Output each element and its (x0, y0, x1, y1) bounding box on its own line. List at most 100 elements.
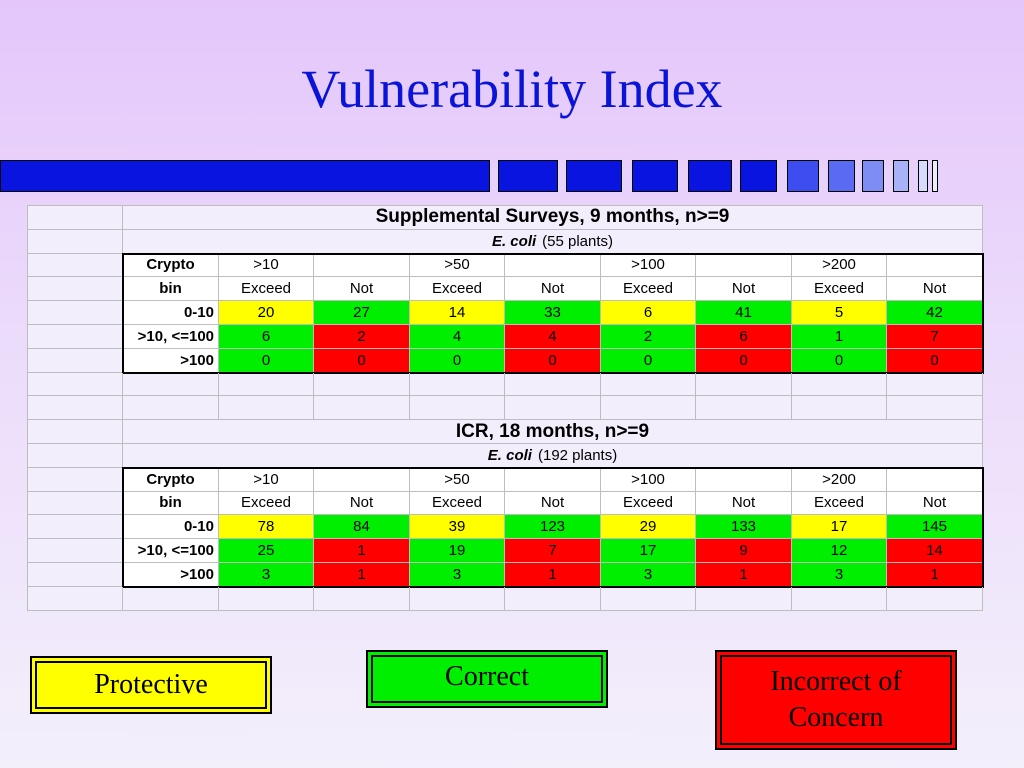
blank-cell (28, 206, 123, 230)
crypto-label: Crypto (123, 467, 219, 492)
table-title: ICR, 18 months, n>=9 (123, 420, 983, 444)
data-cell: 4 (505, 325, 601, 349)
blank-cell (887, 586, 983, 611)
exceed-label: Exceed (601, 277, 696, 302)
blank-cell (219, 396, 314, 421)
blank-cell (887, 253, 983, 278)
blank-cell (314, 467, 410, 492)
slide-title: Vulnerability Index (301, 59, 723, 119)
deco-block (688, 160, 732, 192)
blank-cell (792, 396, 887, 421)
exceed-label: Exceed (410, 277, 505, 302)
not-label: Not (696, 277, 792, 302)
blank-cell (28, 396, 123, 421)
data-cell: 29 (601, 515, 696, 540)
deco-block (787, 160, 819, 192)
data-cell: 6 (601, 301, 696, 325)
data-cell: 1 (314, 539, 410, 563)
deco-block (498, 160, 558, 192)
blank-cell (696, 253, 792, 278)
data-cell: 42 (887, 301, 983, 325)
blank-cell (792, 372, 887, 397)
organism-label: E. coli (487, 446, 532, 464)
data-cell: 25 (219, 539, 314, 563)
blank-cell (410, 372, 505, 397)
plants-count: (55 plants) (542, 232, 614, 250)
exceed-label: Exceed (219, 277, 314, 302)
blank-cell (28, 491, 123, 516)
data-cell: 17 (601, 539, 696, 563)
bin-range: >100 (123, 348, 219, 373)
data-cell: 78 (219, 515, 314, 540)
data-cell: 4 (410, 325, 505, 349)
blank-cell (28, 467, 123, 492)
data-cell: 0 (792, 348, 887, 373)
data-cell: 6 (696, 325, 792, 349)
blank-cell (601, 586, 696, 611)
bin-range: 0-10 (123, 515, 219, 540)
data-cell: 84 (314, 515, 410, 540)
data-cell: 14 (887, 539, 983, 563)
blank-cell (601, 396, 696, 421)
deco-block (632, 160, 678, 192)
not-label: Not (314, 491, 410, 516)
bin-label: bin (123, 277, 219, 302)
not-label: Not (696, 491, 792, 516)
data-cell: 1 (887, 563, 983, 587)
legend-protective: Protective (30, 656, 272, 714)
blank-cell (887, 467, 983, 492)
blank-cell (28, 563, 123, 587)
blank-cell (28, 586, 123, 611)
deco-block (740, 160, 777, 192)
bin-label: bin (123, 491, 219, 516)
deco-block (0, 160, 490, 192)
blank-cell (505, 467, 601, 492)
data-cell: 3 (410, 563, 505, 587)
data-cell: 2 (314, 325, 410, 349)
legend-incorrect-label-1: Incorrect of (770, 665, 902, 697)
data-cell: 0 (410, 348, 505, 373)
legend-correct-label: Correct (445, 660, 529, 692)
blank-cell (505, 253, 601, 278)
data-cell: 39 (410, 515, 505, 540)
organism-label: E. coli (491, 232, 537, 250)
blank-cell (123, 372, 219, 397)
legend-incorrect-label-2: Concern (788, 702, 884, 733)
bin-range: >100 (123, 563, 219, 587)
data-cell: 1 (314, 563, 410, 587)
legend-incorrect: Incorrect of Concern (715, 650, 957, 750)
data-cell: 3 (792, 563, 887, 587)
data-cell: 0 (696, 348, 792, 373)
blank-cell (696, 396, 792, 421)
data-cell: 12 (792, 539, 887, 563)
blank-cell (28, 348, 123, 373)
blank-cell (887, 372, 983, 397)
blank-cell (123, 396, 219, 421)
threshold-label: >100 (601, 467, 696, 492)
blank-cell (410, 586, 505, 611)
data-cell: 14 (410, 301, 505, 325)
plants-count: (192 plants) (537, 446, 618, 464)
blank-cell (410, 396, 505, 421)
threshold-label: >200 (792, 467, 887, 492)
data-cell: 3 (601, 563, 696, 587)
exceed-label: Exceed (410, 491, 505, 516)
threshold-label: >200 (792, 253, 887, 278)
exceed-label: Exceed (219, 491, 314, 516)
blank-cell (505, 396, 601, 421)
data-cell: 41 (696, 301, 792, 325)
exceed-label: Exceed (792, 491, 887, 516)
deco-block (828, 160, 855, 192)
blank-cell (792, 586, 887, 611)
threshold-label: >50 (410, 253, 505, 278)
blank-cell (505, 372, 601, 397)
data-cell: 5 (792, 301, 887, 325)
not-label: Not (887, 277, 983, 302)
threshold-label: >10 (219, 467, 314, 492)
blank-cell (887, 396, 983, 421)
blank-cell (28, 301, 123, 325)
threshold-label: >10 (219, 253, 314, 278)
blank-cell (28, 372, 123, 397)
table-title: Supplemental Surveys, 9 months, n>=9 (123, 206, 983, 230)
data-cell: 123 (505, 515, 601, 540)
